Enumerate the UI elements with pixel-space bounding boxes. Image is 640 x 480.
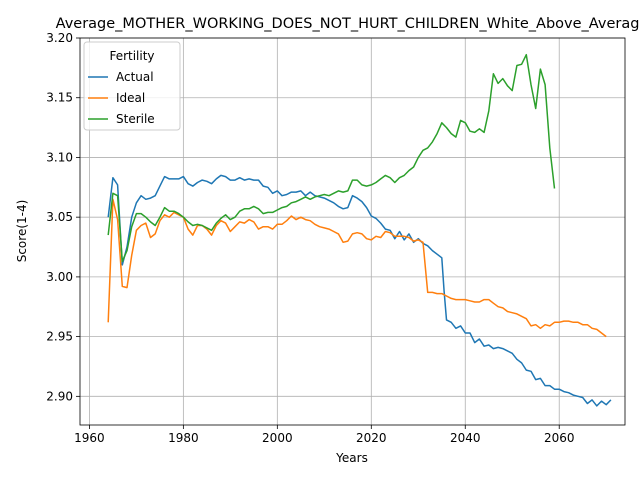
series-line-sterile	[107, 53, 556, 263]
axis-ticks: 1960 1980 2000 2020 2040 2060 2.90 2.95 3.00 3.05…	[46, 31, 574, 445]
y-tick-label: 3.10	[46, 150, 73, 164]
legend-title: Fertility	[109, 49, 154, 63]
x-tick-label: 1980	[168, 431, 199, 445]
legend: Fertility Actual Ideal Sterile	[83, 41, 181, 131]
y-tick-label: 2.95	[46, 330, 73, 344]
plot-frame	[79, 37, 626, 426]
series-line-ideal	[107, 198, 607, 338]
legend-label-ideal: Ideal	[116, 91, 145, 105]
x-axis-label: Years	[335, 451, 368, 465]
legend-label-sterile: Sterile	[116, 112, 155, 126]
series-lines	[107, 53, 612, 407]
y-tick-label: 2.90	[46, 389, 73, 403]
x-tick-label: 2020	[356, 431, 387, 445]
y-tick-label: 3.00	[46, 270, 73, 284]
x-tick-label: 2060	[544, 431, 575, 445]
x-tick-label: 2000	[262, 431, 293, 445]
grid	[80, 37, 625, 425]
x-tick-label: 1960	[74, 431, 105, 445]
y-axis-label: Score(1-4)	[15, 200, 29, 263]
y-tick-label: 3.05	[46, 210, 73, 224]
legend-label-actual: Actual	[116, 70, 154, 84]
x-tick-label: 2040	[450, 431, 481, 445]
chart-title: Average_MOTHER_WORKING_DOES_NOT_HURT_CHI…	[56, 16, 640, 32]
series-line-actual	[107, 174, 612, 407]
y-tick-label: 3.15	[46, 91, 73, 105]
y-tick-label: 3.20	[46, 31, 73, 45]
legend-box	[83, 41, 181, 131]
